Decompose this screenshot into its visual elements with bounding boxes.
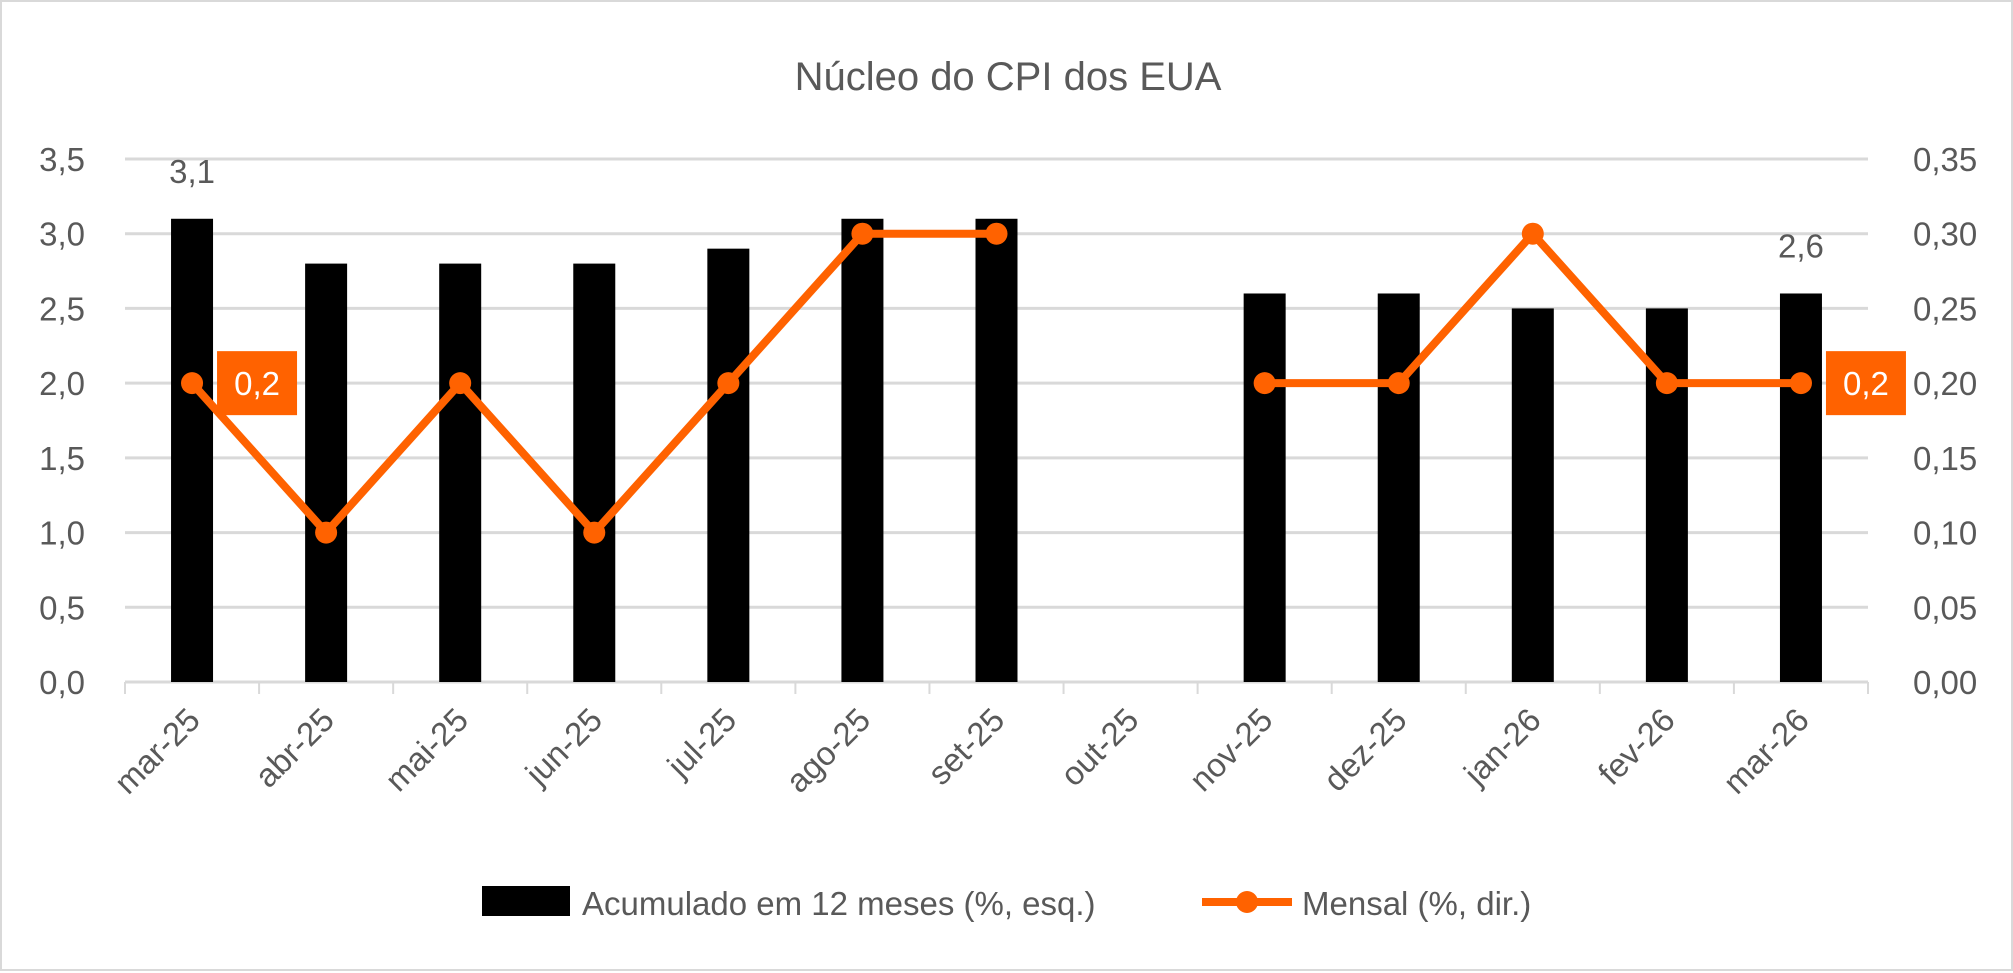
- line-data-label: 0,2: [234, 365, 280, 402]
- line-data-label: 0,2: [1843, 365, 1889, 402]
- x-tick-label: jun-25: [517, 701, 609, 793]
- bar: [841, 218, 884, 682]
- line-point: [851, 222, 874, 245]
- bar: [439, 263, 482, 682]
- line-point: [1387, 372, 1410, 395]
- line-data-label-box: [217, 351, 298, 416]
- bar-data-label: 3,1: [169, 153, 215, 190]
- y-right-tick-label: 0,35: [1913, 141, 1977, 178]
- x-tick-label: mar-25: [107, 701, 207, 801]
- bar: [1511, 308, 1554, 682]
- line-data-label-box: [1825, 351, 1906, 416]
- x-tick-label: out-25: [1053, 701, 1145, 793]
- x-tick-label: jan-26: [1456, 701, 1548, 793]
- y-right-tick-label: 0,10: [1913, 515, 1977, 552]
- line-point: [315, 521, 338, 544]
- line-point: [717, 372, 740, 395]
- bar: [171, 218, 214, 682]
- y-right-tick-label: 0,00: [1913, 664, 1977, 701]
- y-right-tick-label: 0,20: [1913, 365, 1977, 402]
- line-point: [1521, 222, 1544, 245]
- bar: [1779, 293, 1822, 682]
- legend-bar-swatch: [482, 886, 570, 916]
- x-tick-label: abr-25: [247, 701, 341, 795]
- y-left-tick-label: 1,5: [39, 440, 85, 477]
- legend-line-label: Mensal (%, dir.): [1302, 885, 1531, 922]
- line-point: [1655, 372, 1678, 395]
- y-left-tick-label: 0,5: [39, 589, 85, 626]
- y-left-tick-label: 2,0: [39, 365, 85, 402]
- y-right-tick-label: 0,25: [1913, 290, 1977, 327]
- line-point: [985, 222, 1008, 245]
- y-left-tick-label: 1,0: [39, 515, 85, 552]
- bar: [573, 263, 616, 682]
- y-left-tick-label: 2,5: [39, 290, 85, 327]
- x-tick-label: mar-26: [1716, 701, 1816, 801]
- line-point: [583, 521, 606, 544]
- x-tick-label: jul-25: [659, 701, 743, 785]
- x-tick-label: mai-25: [378, 701, 475, 798]
- legend: Acumulado em 12 meses (%, esq.) Mensal (…: [482, 885, 1531, 922]
- x-tick-label: nov-25: [1182, 701, 1280, 799]
- bar: [305, 263, 348, 682]
- y-left-tick-label: 0,0: [39, 664, 85, 701]
- bar: [707, 248, 750, 682]
- y-right-tick-label: 0,05: [1913, 589, 1977, 626]
- x-tick-label: ago-25: [779, 701, 878, 800]
- legend-bar-label: Acumulado em 12 meses (%, esq.): [582, 885, 1096, 922]
- y-right-tick-label: 0,15: [1913, 440, 1977, 477]
- bar: [975, 218, 1018, 682]
- y-right-tick-label: 0,30: [1913, 216, 1977, 253]
- line-point: [1789, 372, 1812, 395]
- legend-line-marker: [1236, 891, 1258, 913]
- bar-data-label: 2,6: [1778, 227, 1824, 264]
- y-left-tick-label: 3,0: [39, 216, 85, 253]
- x-tick-label: set-25: [920, 701, 1011, 792]
- bar: [1243, 293, 1286, 682]
- x-tick-label: dez-25: [1316, 701, 1414, 799]
- line-point: [449, 372, 472, 395]
- chart-title: Núcleo do CPI dos EUA: [795, 55, 1222, 99]
- y-left-tick-label: 3,5: [39, 141, 85, 178]
- line-point: [1253, 372, 1276, 395]
- x-tick-label: fev-26: [1591, 701, 1682, 792]
- bar: [1377, 293, 1420, 682]
- line-point: [181, 372, 204, 395]
